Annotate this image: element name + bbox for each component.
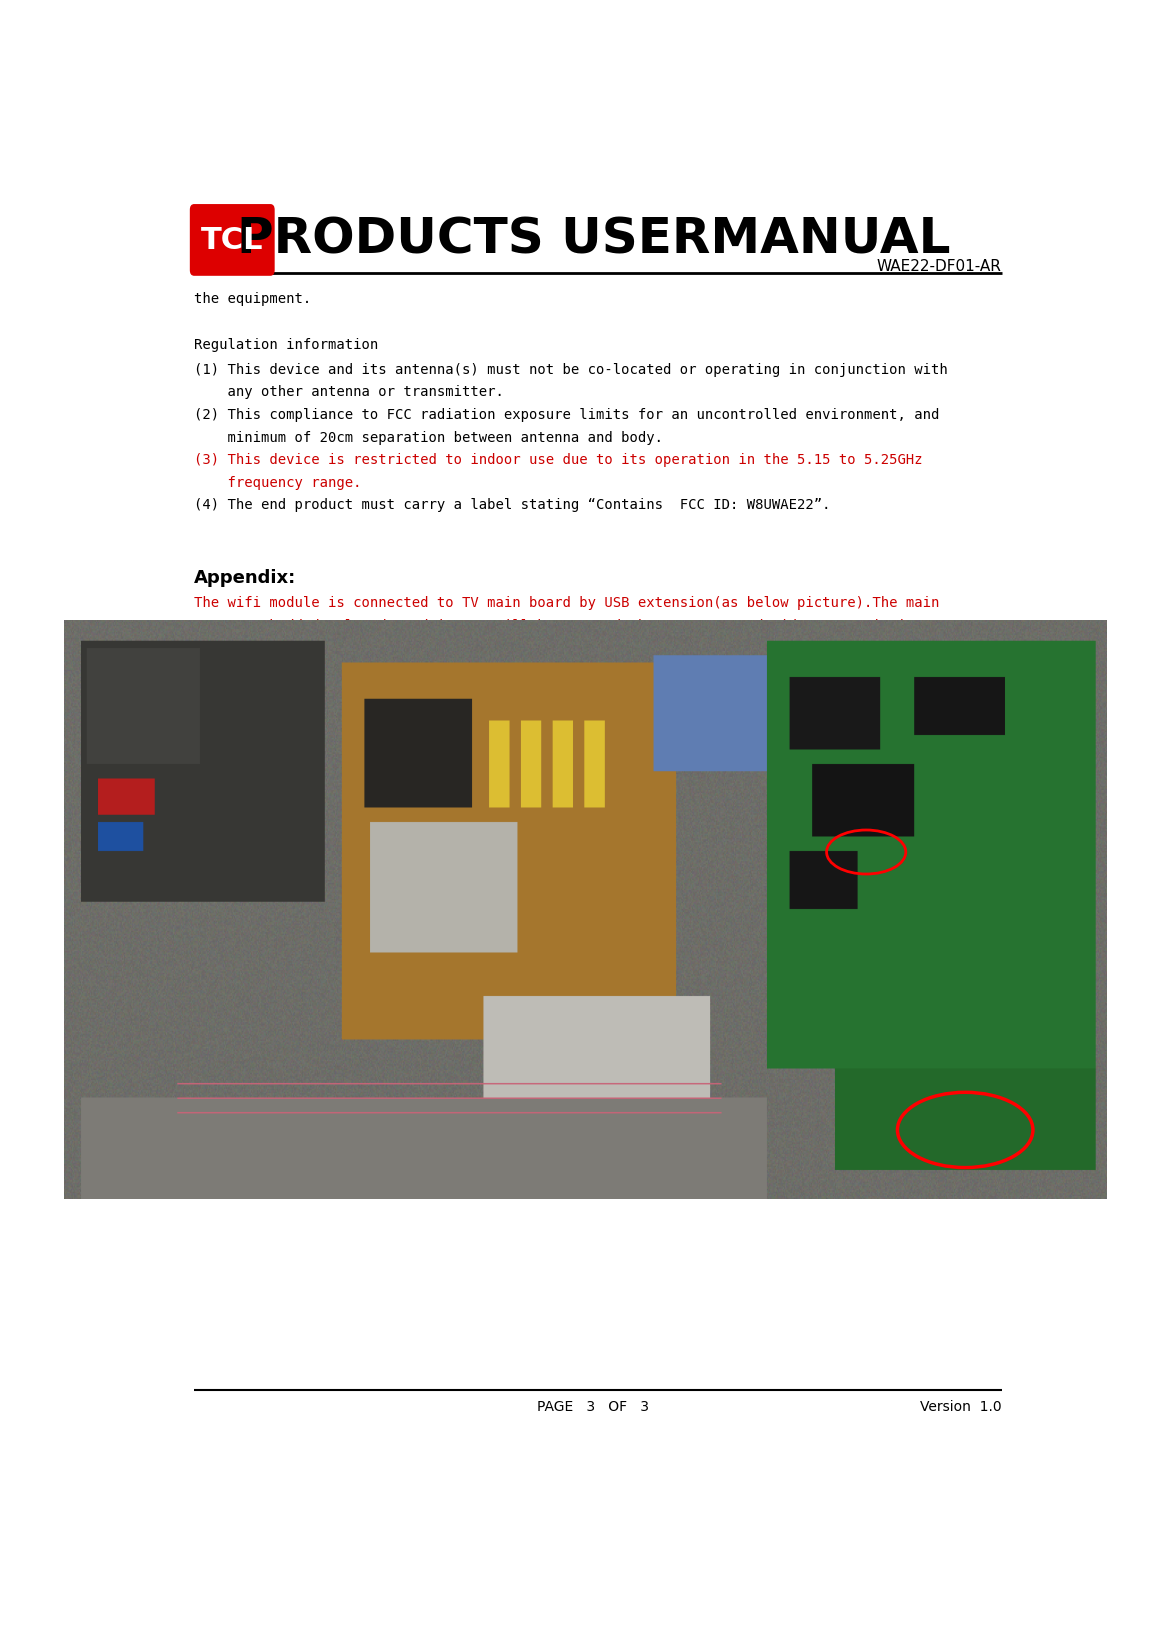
Text: (1) This device and its antenna(s) must not be co-located or operating in conjun: (1) This device and its antenna(s) must …: [195, 362, 948, 377]
Text: minimum of 20cm separation between antenna and body.: minimum of 20cm separation between anten…: [195, 430, 664, 445]
Text: frequency range.: frequency range.: [195, 476, 361, 489]
Text: TCL: TCL: [201, 227, 264, 256]
Text: PRODUCTS USERMANUAL: PRODUCTS USERMANUAL: [236, 215, 951, 264]
Text: WAE22-DF01-AR: WAE22-DF01-AR: [877, 259, 1002, 274]
FancyBboxPatch shape: [191, 205, 274, 275]
Text: function through the TV menu options.: function through the TV menu options.: [195, 641, 504, 655]
Text: any other antenna or transmitter.: any other antenna or transmitter.: [195, 385, 504, 399]
Text: the equipment.: the equipment.: [195, 292, 312, 306]
Text: (3) This device is restricted to indoor use due to its operation in the 5.15 to : (3) This device is restricted to indoor …: [195, 453, 923, 466]
Text: (4) The end product must carry a label stating “Contains  FCC ID: W8UWAE22”.: (4) The end product must carry a label s…: [195, 499, 830, 512]
Text: system embedded related to drive,It will be started the Internet and video trans: system embedded related to drive,It will…: [195, 618, 923, 632]
Text: PAGE   3   OF   3: PAGE 3 OF 3: [537, 1399, 650, 1413]
Text: The wifi module is connected to TV main board by USB extension(as below picture): The wifi module is connected to TV main …: [195, 597, 939, 610]
Text: Appendix:: Appendix:: [195, 569, 296, 587]
Text: Version  1.0: Version 1.0: [921, 1399, 1002, 1413]
Text: (2) This compliance to FCC radiation exposure limits for an uncontrolled environ: (2) This compliance to FCC radiation exp…: [195, 408, 939, 422]
Text: Regulation information: Regulation information: [195, 337, 379, 352]
